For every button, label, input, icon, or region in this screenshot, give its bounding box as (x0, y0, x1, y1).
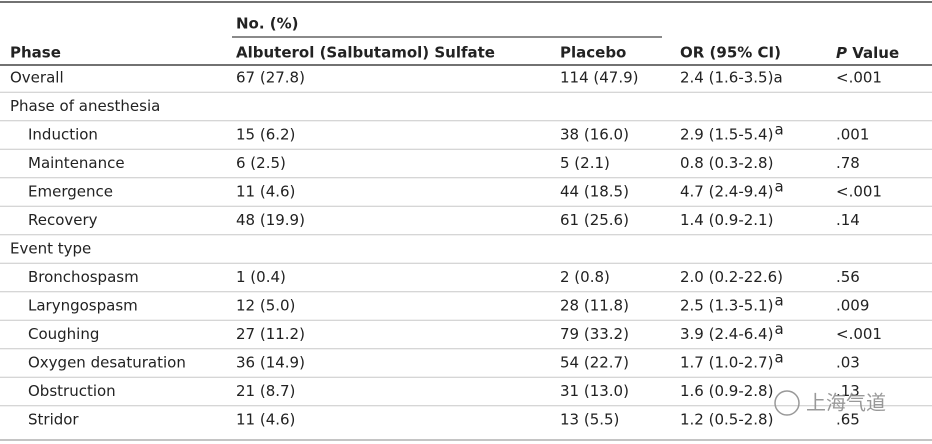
cell: .56 (836, 268, 860, 286)
cell: 1.6 (0.9-2.8) (680, 382, 773, 400)
column-header: P Value (836, 44, 899, 62)
cell: <.001 (836, 183, 882, 201)
cell: <.001 (836, 325, 882, 343)
cell: .03 (836, 354, 860, 372)
footnote-mark: a (774, 178, 783, 196)
footnote-mark: a (774, 121, 783, 139)
cell: 36 (14.9) (236, 354, 305, 372)
row-label: Bronchospasm (28, 268, 139, 286)
column-header: Albuterol (Salbutamol) Sulfate (236, 44, 495, 62)
cell: 44 (18.5) (560, 183, 629, 201)
cell: 2.4 (1.6-3.5)a (680, 69, 783, 87)
cell: .001 (836, 126, 869, 144)
cell: 48 (19.9) (236, 211, 305, 229)
cell: 12 (5.0) (236, 297, 295, 315)
watermark: 上海气道 (806, 391, 886, 415)
footnote-mark: a (774, 320, 783, 338)
column-header: Placebo (560, 44, 626, 62)
column-header: OR (95% CI) (680, 44, 781, 62)
cell: 31 (13.0) (560, 382, 629, 400)
cell: .14 (836, 211, 860, 229)
cell: 114 (47.9) (560, 69, 639, 87)
group-header: No. (%) (236, 15, 299, 33)
cell: 13 (5.5) (560, 411, 619, 429)
cell: 2.9 (1.5-5.4) (680, 126, 773, 144)
cell: 5 (2.1) (560, 154, 610, 172)
header-text: Value (847, 44, 899, 62)
cell: 79 (33.2) (560, 325, 629, 343)
cell: 15 (6.2) (236, 126, 295, 144)
watermark-icon (774, 390, 800, 416)
footnote-mark: a (774, 349, 783, 367)
cell: 2 (0.8) (560, 268, 610, 286)
cell: 38 (16.0) (560, 126, 629, 144)
cell: 6 (2.5) (236, 154, 286, 172)
row-label: Induction (28, 126, 98, 144)
cell: 54 (22.7) (560, 354, 629, 372)
cell: .13 (836, 382, 860, 400)
cell: 1 (0.4) (236, 268, 286, 286)
section-title: Event type (10, 240, 91, 258)
cell: 2.0 (0.2-22.6) (680, 268, 783, 286)
cell: 1.2 (0.5-2.8) (680, 411, 773, 429)
header-italic: P (836, 44, 847, 62)
row-label: Emergence (28, 183, 113, 201)
cell: 11 (4.6) (236, 183, 295, 201)
cell: 1.7 (1.0-2.7) (680, 354, 773, 372)
section-title: Phase of anesthesia (10, 97, 160, 115)
footnote-mark: a (774, 292, 783, 310)
row-label: Coughing (28, 325, 99, 343)
row-label: Oxygen desaturation (28, 354, 186, 372)
row-label: Overall (10, 69, 64, 87)
cell: 11 (4.6) (236, 411, 295, 429)
row-label: Obstruction (28, 382, 116, 400)
cell: <.001 (836, 69, 882, 87)
cell: 27 (11.2) (236, 325, 305, 343)
row-label: Laryngospasm (28, 297, 138, 315)
row-label: Stridor (28, 411, 79, 429)
cell: .65 (836, 411, 860, 429)
cell: 1.4 (0.9-2.1) (680, 211, 773, 229)
cell: 67 (27.8) (236, 69, 305, 87)
row-label: Maintenance (28, 154, 125, 172)
cell: .78 (836, 154, 860, 172)
cell: 0.8 (0.3-2.8) (680, 154, 773, 172)
cell: 28 (11.8) (560, 297, 629, 315)
row-label: Recovery (28, 211, 98, 229)
cell: 4.7 (2.4-9.4) (680, 183, 773, 201)
cell: 21 (8.7) (236, 382, 295, 400)
cell: 61 (25.6) (560, 211, 629, 229)
cell: 3.9 (2.4-6.4) (680, 325, 773, 343)
column-header: Phase (10, 44, 61, 62)
cell: 2.5 (1.3-5.1) (680, 297, 773, 315)
cell: .009 (836, 297, 869, 315)
